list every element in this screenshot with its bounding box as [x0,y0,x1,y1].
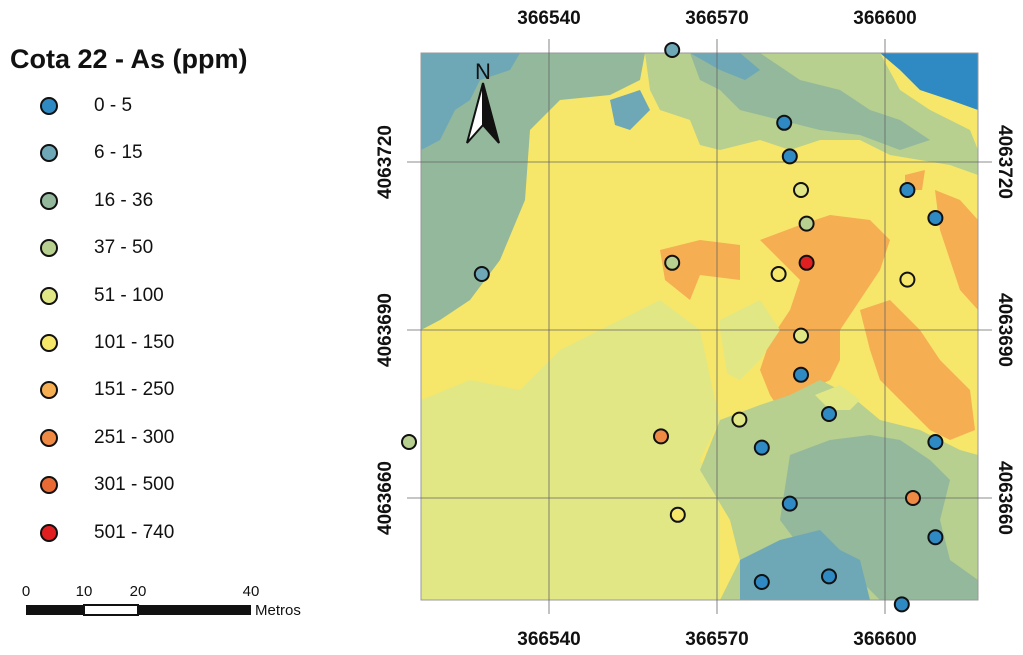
legend-swatch-icon [40,286,58,305]
sample-point [927,434,944,450]
sample-point [821,568,837,585]
sample-point [793,182,809,198]
legend-item: 6 - 15 [40,140,143,166]
y-coordinate-label-left: 4063720 [375,125,396,199]
legend-item: 101 - 150 [40,330,174,356]
sample-point [821,406,837,422]
interpolated-surface [421,53,978,600]
sample-point [793,327,809,344]
x-coordinate-label-top: 366600 [853,8,916,29]
x-coordinate-label-bottom: 366540 [517,629,580,650]
legend-swatch-icon [40,191,58,210]
legend-title: Cota 22 - As (ppm) [10,44,248,74]
sample-point [731,411,748,428]
legend-item: 51 - 100 [40,283,164,309]
legend-label: 6 - 15 [94,142,143,164]
legend-label: 0 - 5 [94,95,133,116]
x-coordinate-label-bottom: 366570 [685,629,748,650]
legend-item: 151 - 250 [40,377,174,403]
sample-point [927,529,944,546]
north-arrow-right-icon [482,82,500,144]
sample-point [753,439,770,456]
sample-point [669,506,686,523]
legend-item: 16 - 36 [40,188,153,214]
map-border [420,52,979,601]
north-label: N [475,59,491,84]
scale-bar: 0 10 20 40 Metros [22,583,301,619]
legend-label: 301 - 500 [94,474,175,496]
scale-tick-0: 0 [22,583,30,600]
legend-swatch-icon [40,239,58,258]
legend-swatch-icon [40,97,58,115]
legend-item: 251 - 300 [40,425,174,451]
sample-point [899,271,916,288]
legend-label: 501 - 740 [94,521,175,543]
legend-swatch-icon [40,428,58,447]
x-coordinate-label-top: 366570 [685,8,748,29]
legend-swatch-icon [40,381,58,400]
coordinate-grid [407,39,992,614]
legend-label: 37 - 50 [94,237,154,259]
y-coordinate-label-right: 4063660 [994,461,1015,535]
y-coordinate-label-right: 4063720 [994,125,1015,199]
legend-item: 37 - 50 [40,235,153,261]
sample-points [401,42,944,613]
y-coordinate-label-left: 4063690 [375,293,396,367]
sample-point [781,148,798,165]
legend-swatch-icon [40,523,58,542]
sample-point [905,490,921,506]
legend-item: 0 - 5 [40,93,132,119]
sample-point [664,254,681,271]
legend-label: 251 - 300 [94,426,175,448]
sample-point [753,574,770,590]
sample-point [664,42,681,58]
scale-tick-40: 40 [243,583,260,600]
legend-label: 151 - 250 [94,379,175,401]
sample-point [893,596,910,613]
legend-label: 101 - 150 [94,332,175,353]
sample-point [776,114,793,131]
sample-point [793,366,809,383]
north-arrow: N [466,59,500,144]
sample-point [798,254,815,271]
y-coordinate-label-right: 4063690 [994,293,1015,367]
legend-swatch-icon [40,334,58,352]
legend-item: 501 - 740 [40,520,174,546]
sample-point [653,428,669,445]
y-coordinate-label-left: 4063660 [375,461,396,535]
legend-label: 16 - 36 [94,189,154,211]
coordinate-labels: 366540 366540 366570 366570 366600 366600 4063… [375,8,1015,650]
legend-item: 301 - 500 [40,472,174,498]
x-coordinate-label-bottom: 366600 [853,629,916,650]
sample-point [473,266,490,282]
x-coordinate-label-top: 366540 [517,8,580,29]
legend-swatch-icon [40,144,58,163]
sample-point [781,495,798,512]
sample-point [401,434,417,450]
sample-point [899,182,916,198]
scale-unit: Metros [255,602,301,619]
sample-point [798,215,815,232]
scale-tick-20: 20 [130,583,147,600]
scale-tick-10: 10 [76,583,93,600]
legend-swatch-icon [40,476,58,495]
sample-point [927,210,944,226]
legend-label: 51 - 100 [94,284,164,306]
sample-point [770,266,787,282]
